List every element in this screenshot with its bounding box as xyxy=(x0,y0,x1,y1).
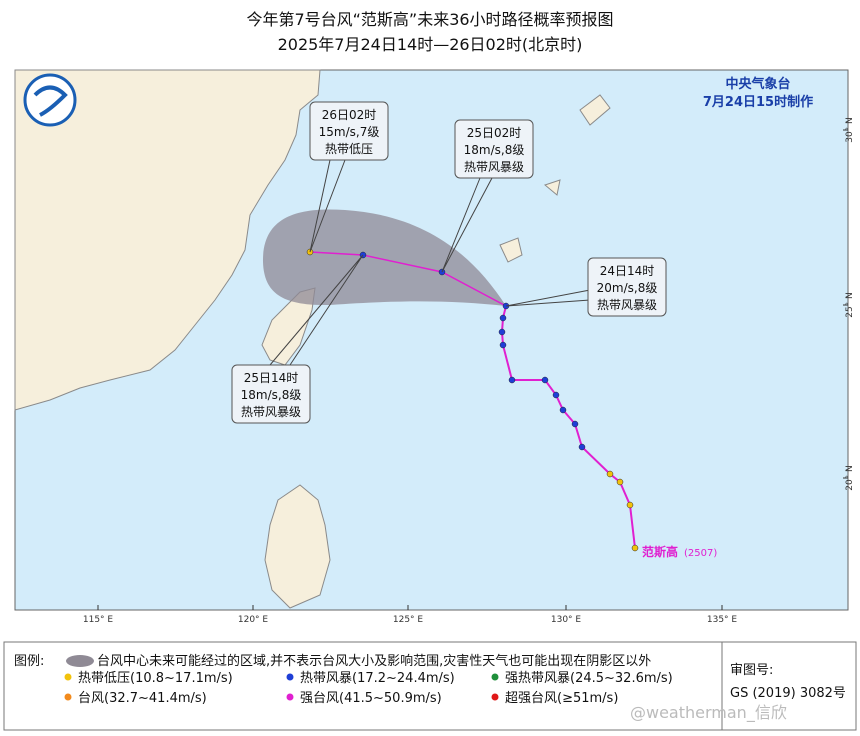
watermark: @weatherman_信欣 xyxy=(630,703,787,723)
title: 今年第7号台风“范斯高”未来36小时路径概率预报图 xyxy=(246,10,613,29)
latitude-label: 25° N xyxy=(845,292,855,318)
longitude-label: 125° E xyxy=(393,615,424,625)
legend-swatch xyxy=(286,673,294,681)
storm-name: 范斯高 xyxy=(642,544,678,559)
logo xyxy=(23,73,77,127)
mainland xyxy=(14,69,321,411)
legend-swatch xyxy=(64,693,72,701)
callout-wind: 15m/s,7级 xyxy=(319,125,380,139)
legend-label: 热带风暴(17.2~24.4m/s) xyxy=(300,671,455,686)
callout-wind: 20m/s,8级 xyxy=(597,281,658,295)
longitude-label: 130° E xyxy=(551,615,582,625)
longitude-label: 135° E xyxy=(707,615,738,625)
issued-time: 7月24日15时制作 xyxy=(703,94,813,110)
callout-time: 24日14时 xyxy=(600,264,655,278)
approval-label: 审图号: xyxy=(730,663,773,678)
callout-category: 热带低压 xyxy=(325,142,373,156)
longitude-label: 120° E xyxy=(238,615,269,625)
callout-time: 25日02时 xyxy=(467,126,522,140)
legend-label: 强台风(41.5~50.9m/s) xyxy=(300,691,442,706)
callout-category: 热带风暴级 xyxy=(597,298,657,312)
logo-mark xyxy=(33,85,68,117)
legend-label: 超强台风(≥51m/s) xyxy=(505,691,618,706)
legend-title: 图例: xyxy=(14,654,44,669)
storm-code: (2507) xyxy=(684,548,717,559)
callout-time: 26日02时 xyxy=(322,108,377,122)
legend: 图例: 台风中心未来可能经过的区域,并不表示台风大小及影响范围,灾害性天气也可能… xyxy=(3,641,857,731)
latitude-label: 30° N xyxy=(845,117,855,143)
longitude-label: 115° E xyxy=(83,615,114,625)
legend-swatch xyxy=(64,673,72,681)
probability-cone xyxy=(262,209,506,306)
legend-swatch xyxy=(491,673,499,681)
callout-category: 热带风暴级 xyxy=(241,405,301,419)
legend-swatch xyxy=(286,693,294,701)
cone-note: 台风中心未来可能经过的区域,并不表示台风大小及影响范围,灾害性天气也可能出现在阴… xyxy=(97,653,651,669)
legend-label: 热带低压(10.8~17.1m/s) xyxy=(78,671,233,686)
legend-label: 台风(32.7~41.4m/s) xyxy=(78,691,207,706)
cone-swatch xyxy=(66,655,94,667)
approval-number: GS (2019) 3082号 xyxy=(730,686,846,701)
callout-category: 热带风暴级 xyxy=(464,160,524,174)
callout-wind: 18m/s,8级 xyxy=(241,388,302,402)
legend-frame xyxy=(3,641,857,731)
luzon xyxy=(264,484,331,609)
track-points xyxy=(306,248,639,552)
subtitle: 2025年7月24日14时—26日02时(北京时) xyxy=(278,35,583,54)
map: 26日02时15m/s,7级热带低压25日02时18m/s,8级热带风暴级24日… xyxy=(14,69,849,611)
callout-boxes xyxy=(231,101,667,424)
callout-leaders xyxy=(269,159,591,366)
islands xyxy=(499,94,611,263)
legend-label: 强热带风暴(24.5~32.6m/s) xyxy=(505,671,673,686)
forecast-track xyxy=(309,251,507,307)
callout-time: 25日14时 xyxy=(244,371,299,385)
latitude-label: 20° N xyxy=(845,465,855,491)
callout-wind: 18m/s,8级 xyxy=(464,143,525,157)
agency: 中央气象台 xyxy=(725,76,790,92)
legend-swatch xyxy=(491,693,499,701)
